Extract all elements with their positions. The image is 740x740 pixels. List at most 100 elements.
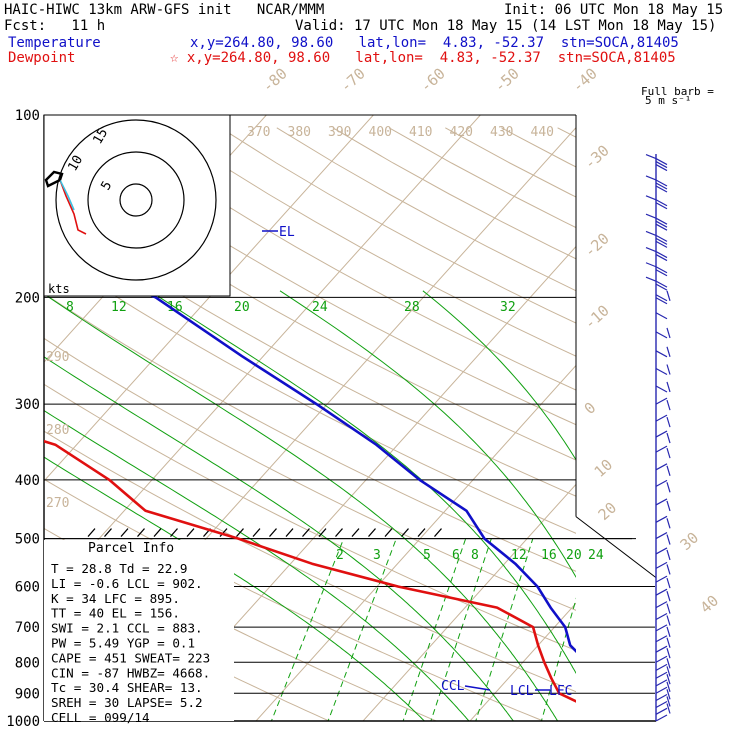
barb-flag [655,158,668,166]
barb-tail [666,681,671,693]
freezing-slash [170,528,178,537]
dry-adiabat-line [44,578,331,721]
barb-flag [655,280,668,288]
barb-tail [666,500,671,512]
wind-barb [655,397,671,411]
dry-adiabat-line [44,337,576,611]
dewpoint-location: ☆ x,y=264.80, 98.60 lat,lon= 4.83, -52.3… [170,50,676,66]
moist-adiabat-line [44,356,515,721]
wind-barb [655,588,671,602]
freezing-slash [401,528,409,537]
barb-flag [655,414,668,422]
barb-tail [666,416,671,428]
isotherm-label: -50 [491,64,523,96]
mixing-ratio-label: 8 [471,548,479,563]
parcel-row: TT = 40 EL = 156. [51,606,180,621]
moist-adiabat-line [44,293,559,721]
barb-flag [655,463,668,471]
barb-flag [655,199,668,207]
barb-tail [645,175,657,181]
barb-flag [655,707,668,715]
mixing-ratio-lines [44,290,576,721]
parcel-row: SREH = 30 LAPSE= 5.2 [51,695,203,710]
ccl-label: CCL [441,679,465,694]
forecast-hour: Fcst: 11 h [4,18,106,34]
barb-flag [655,202,668,210]
freezing-slash [384,528,393,537]
parcel-box-background [44,540,234,721]
mixing-ratio-label: 12 [511,548,527,563]
wind-barb [655,547,671,561]
barb-flag [655,251,668,259]
pressure-tick-label: 900 [15,686,40,702]
barb-flag [655,498,668,506]
barb-tail [666,696,671,707]
hodograph-ring-5 [119,183,153,217]
barb-flag [655,430,668,438]
moist-adiabat-label: 12 [111,300,127,315]
moist-adiabat-line [44,456,426,721]
theta-label: 420 [450,125,473,140]
theta-label: 400 [369,125,392,140]
barb-flag [655,283,668,291]
hodograph-trace-low [59,179,87,235]
mixing-ratio-label: 16 [541,548,557,563]
mixing-ratio-label: 3 [373,548,381,563]
isotherm-label: -10 [581,301,613,333]
barb-flag [655,588,668,596]
barb-tail [666,577,671,589]
isotherm-line [469,602,576,721]
isotherm-label: 10 [591,456,616,481]
barb-flag [655,700,668,709]
dry-adiabat-line [164,127,576,357]
barb-tail [666,327,671,339]
barb-flag [655,663,668,671]
barb-tail [645,230,657,236]
isotherm-label: -20 [581,229,613,261]
theta-labels: 370 380 390 400 410 420 430 440 290 280 270 [46,125,554,511]
barb-flag [655,693,668,702]
barb-flag [655,269,668,277]
barb-flag [655,612,668,621]
barb-tail [666,346,671,358]
barb-flag [655,234,668,242]
barb-flag [655,445,668,453]
barb-flag [655,679,668,687]
moist-adiabat-line [279,290,576,578]
wind-barb [645,154,668,172]
dry-adiabat-line [388,127,576,229]
wind-barb [655,414,671,428]
barb-tail [666,381,671,393]
isotherm-line [255,364,576,721]
wind-barb [655,515,671,529]
barb-tail [666,518,671,529]
freezing-slash [104,528,112,537]
isotherm-label: 20 [595,499,620,524]
moist-adiabat-label: 28 [404,300,420,315]
barb-flag [655,237,668,245]
barb-tail [666,482,671,493]
mixing-ratio-line [402,538,467,721]
barb-flag [655,645,668,653]
barb-tail [645,262,657,268]
mixing-ratio-label: 24 [588,548,604,563]
freezing-slash [219,528,228,537]
barb-legend-title: Full barb = [641,85,714,98]
barb-flag [655,397,668,405]
parcel-row: Tc = 30.4 SHEAR= 13. [51,680,203,695]
theta-side-label: 290 [46,350,69,365]
wind-barb [655,601,671,614]
temperature-location: x,y=264.80, 98.60 lat,lon= 4.83, -52.37 … [190,35,679,51]
dry-adiabat-line [44,248,576,534]
barb-flag [655,297,668,305]
theta-label: 430 [490,125,513,140]
barb-tail [666,465,671,476]
barb-tail [666,564,671,575]
barb-tail [666,626,671,638]
barb-flag [655,217,668,225]
wind-barb [645,276,668,291]
moist-adiabat-label: 16 [167,300,183,315]
wind-barb [655,679,671,693]
theta-side-label: 270 [46,496,69,511]
barb-flag [655,686,668,694]
